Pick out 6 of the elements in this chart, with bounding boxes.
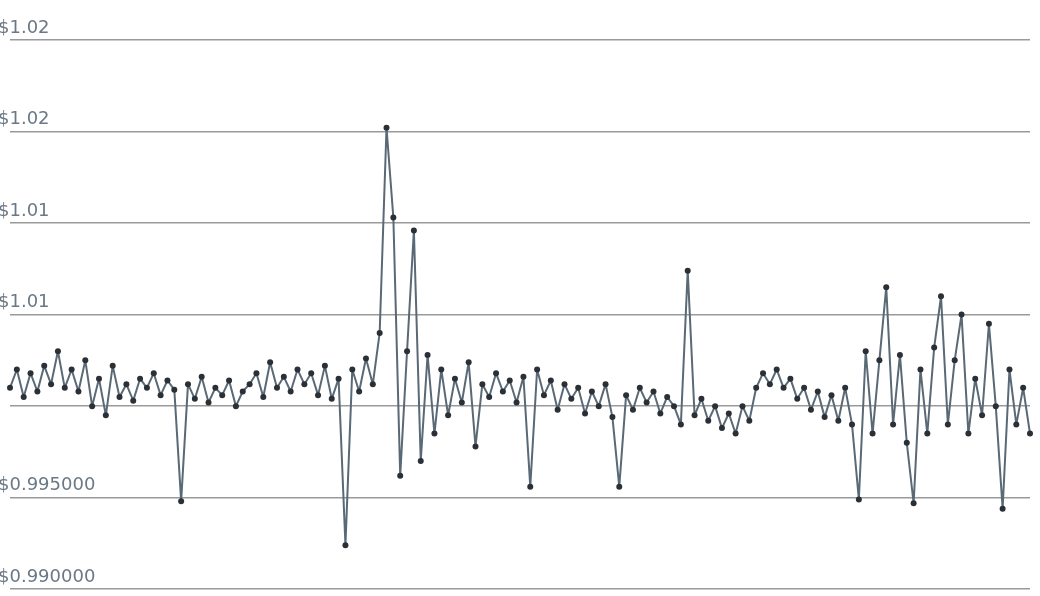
y-tick-label: $1.02 [0,15,50,37]
y-tick-label: $1.01 [0,198,50,220]
y-tick-label: $1.02 [0,107,50,129]
y-tick-label: $1.01 [0,290,50,312]
y-tick-label: $0.990000 [0,564,96,586]
y-tick-label: $0.995000 [0,473,96,495]
